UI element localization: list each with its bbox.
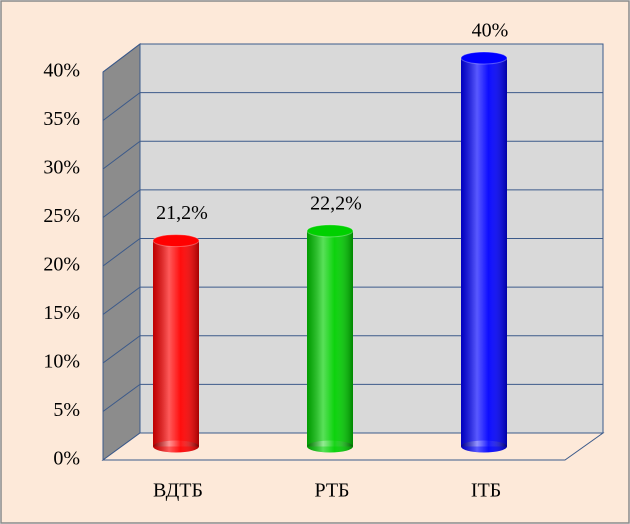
data-label: 21,2% (156, 202, 208, 224)
x-tick-label: РТБ (314, 480, 349, 502)
grid-line (102, 92, 141, 121)
y-tick-label: 20% (43, 254, 80, 276)
bar-shade (153, 440, 199, 453)
grid-line (102, 43, 141, 73)
y-tick-label: 5% (53, 399, 80, 421)
grid-line (102, 189, 141, 218)
grid-line (102, 335, 141, 364)
grid-line (102, 140, 141, 170)
y-tick-label: 25% (43, 205, 80, 227)
bar-top (306, 224, 354, 238)
bar-shade (461, 440, 507, 453)
x-tick-label: ІТБ (471, 480, 501, 502)
y-tick-label: 0% (53, 448, 80, 470)
data-label: 22,2% (310, 192, 362, 214)
grid-line (102, 238, 141, 267)
bar-shade (307, 440, 353, 453)
grid-line (102, 286, 141, 315)
bar-top (460, 51, 508, 65)
bar-shade (153, 240, 199, 447)
y-tick-label: 40% (43, 60, 80, 82)
y-tick-label: 15% (43, 302, 80, 324)
data-label: 40% (472, 20, 509, 42)
y-tick-label: 10% (43, 351, 80, 373)
bar-shade (461, 58, 507, 447)
grid-line (102, 383, 141, 412)
x-tick-label: ВДТБ (153, 480, 203, 502)
y-tick-label: 35% (43, 108, 80, 130)
bar-top (152, 234, 200, 248)
y-tick-label: 30% (43, 157, 80, 179)
bar-shade (307, 230, 353, 447)
